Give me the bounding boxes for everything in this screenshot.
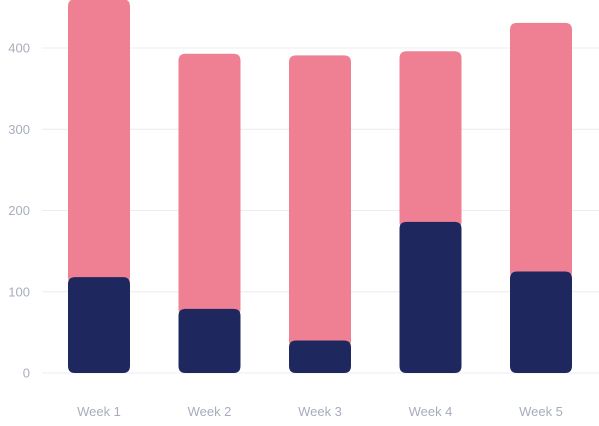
bars [68, 0, 572, 373]
bar-week-1-series-1 [68, 277, 130, 373]
bar-week-2-series-1 [178, 308, 241, 373]
bar-week-5-series-2 [510, 22, 572, 279]
y-tick-label: 200 [8, 203, 30, 218]
y-axis-tick-labels: 0 100 200 300 400 [8, 41, 30, 381]
bar-week-3-series-1 [289, 340, 351, 373]
bar-week-5-series-1 [510, 271, 572, 373]
x-axis-tick-labels: Week 1 Week 2 Week 3 Week 4 Week 5 [77, 404, 563, 419]
y-tick-label: 300 [8, 122, 30, 137]
x-tick-label: Week 2 [188, 404, 232, 419]
bar-week-2-series-2 [178, 53, 241, 316]
x-tick-label: Week 1 [77, 404, 121, 419]
x-tick-label: Week 5 [519, 404, 563, 419]
bar-week-3-series-2 [289, 55, 351, 348]
bar-week-4-series-1 [399, 221, 462, 373]
y-tick-label: 0 [23, 366, 30, 381]
y-tick-label: 100 [8, 284, 30, 299]
x-tick-label: Week 3 [298, 404, 342, 419]
bar-week-4-series-2 [399, 51, 462, 229]
x-tick-label: Week 4 [409, 404, 453, 419]
bar-week-1-series-2 [68, 0, 130, 285]
y-tick-label: 400 [8, 41, 30, 56]
